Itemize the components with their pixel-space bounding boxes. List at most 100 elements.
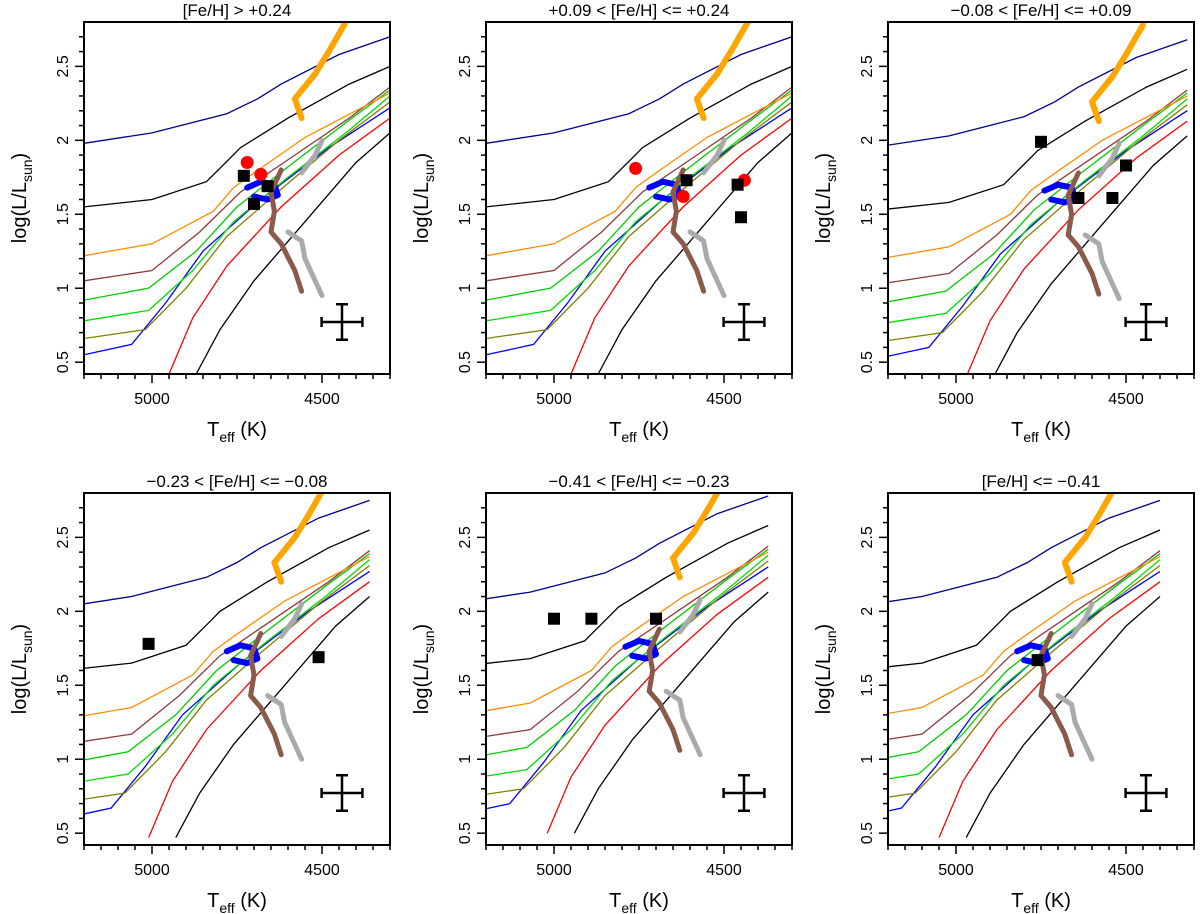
x-tick-label: 5000 xyxy=(938,862,974,879)
isochrone-line xyxy=(888,92,1188,303)
y-tick-label: 2 xyxy=(859,136,876,145)
y-axis-label: log(L/Lsun) xyxy=(9,153,35,243)
isochrone-line xyxy=(486,554,769,777)
error-bar-cross xyxy=(1124,303,1168,341)
data-point-square xyxy=(1120,159,1132,172)
model-tracks xyxy=(486,22,792,374)
x-tick-label: 4500 xyxy=(706,862,742,879)
error-bar-cross xyxy=(1124,774,1168,812)
isochrone-line xyxy=(888,39,1188,146)
track-brown xyxy=(1065,170,1102,297)
data-point-square xyxy=(680,174,693,187)
data-point-square xyxy=(1072,192,1085,204)
y-tick-label: 1 xyxy=(55,755,72,764)
data-point-square xyxy=(261,180,274,193)
data-point-square xyxy=(650,612,662,625)
isochrone-line xyxy=(486,495,769,600)
isochrone-line xyxy=(148,581,370,838)
isochrone-line xyxy=(84,89,390,301)
y-tick-label: 0.5 xyxy=(457,822,474,844)
y-axis-label: log(L/Lsun) xyxy=(813,624,839,714)
model-tracks xyxy=(888,493,1161,838)
x-tick-label: 4500 xyxy=(304,862,340,879)
track-orange xyxy=(693,22,751,122)
isochrone-line xyxy=(888,89,1188,284)
data-point-square xyxy=(142,637,155,650)
isochrone-line xyxy=(486,551,769,712)
y-tick-label: 1.5 xyxy=(859,203,876,225)
y-axis-label: log(L/Lsun) xyxy=(411,624,437,714)
isochrone-line xyxy=(84,107,390,356)
isochrone-line xyxy=(888,559,1161,780)
error-bar-cross xyxy=(320,774,364,812)
track-gray xyxy=(1096,140,1122,179)
track-blue xyxy=(223,642,261,667)
panel-2: +0.09 < [Fe/H] <= +0.24 0.5 1 1.5 2 2.5 5000 45… xyxy=(411,1,793,445)
y-tick-label: 2.5 xyxy=(55,55,72,77)
y-tick-label: 1.5 xyxy=(457,203,474,225)
isochrone-line xyxy=(84,559,371,782)
y-tick-label: 0.5 xyxy=(859,822,876,844)
isochrone-line xyxy=(486,89,792,301)
panel-3: −0.08 < [Fe/H] <= +0.09 0.5 1 1.5 2 2.5 5000 45… xyxy=(813,1,1195,445)
isochrone-line xyxy=(84,65,390,208)
panel-5: −0.41 < [Fe/H] <= −0.23 0.5 1 1.5 2 2.5 5000 45… xyxy=(411,472,793,914)
y-axis-label: log(L/Lsun) xyxy=(813,153,839,243)
x-tick-label: 4500 xyxy=(1108,391,1144,408)
data-point-square xyxy=(735,211,747,224)
isochrone-line xyxy=(486,566,769,810)
isochrone-line xyxy=(84,499,370,605)
isochrone-line xyxy=(888,499,1161,603)
isochrone-line xyxy=(966,120,1188,374)
panel-1: [Fe/H] > +0.24 0.5 1 1.5 2 2.5 5000 4500 Teff (K… xyxy=(9,1,391,445)
y-tick-label: 0.5 xyxy=(859,351,876,373)
panel-title: −0.08 < [Fe/H] <= +0.09 xyxy=(951,1,1132,20)
model-tracks xyxy=(84,493,371,838)
isochrone-line xyxy=(84,529,370,669)
panel-4: −0.23 < [Fe/H] <= −0.08 0.5 1 1.5 2 2.5 5000 45… xyxy=(9,472,391,914)
isochrone-line xyxy=(597,132,792,374)
panel-title: [Fe/H] > +0.24 xyxy=(183,1,292,20)
y-axis-label: log(L/Lsun) xyxy=(411,153,437,243)
data-point-circle xyxy=(629,161,643,175)
isochrone-line xyxy=(486,65,792,208)
panel-title: +0.09 < [Fe/H] <= +0.24 xyxy=(549,1,730,20)
data-point-square xyxy=(1035,135,1047,148)
x-tick-label: 4500 xyxy=(1108,862,1144,879)
x-tick-label: 4500 xyxy=(304,391,340,408)
track-gray xyxy=(701,137,727,176)
y-tick-label: 0.5 xyxy=(55,351,72,373)
isochrone-line xyxy=(573,591,769,834)
track-gray xyxy=(1069,601,1095,639)
y-tick-label: 2 xyxy=(457,136,474,145)
track-orange xyxy=(670,493,721,581)
isochrone-line xyxy=(84,556,370,717)
isochrone-line xyxy=(570,117,792,374)
track-gray xyxy=(285,229,325,299)
isochrone-line xyxy=(84,92,390,257)
isochrone-line xyxy=(888,553,1161,759)
y-tick-label: 2.5 xyxy=(457,55,474,77)
track-brown xyxy=(670,167,707,294)
data-point-circle xyxy=(254,167,268,181)
panel-title: −0.23 < [Fe/H] <= −0.08 xyxy=(147,472,328,491)
track-gray xyxy=(1082,232,1122,302)
track-gray xyxy=(687,229,727,299)
isochrone-line xyxy=(486,524,769,665)
data-point-square xyxy=(1031,654,1044,667)
isochrone-line xyxy=(546,576,769,834)
y-tick-label: 1.5 xyxy=(55,674,72,696)
track-orange xyxy=(291,22,349,122)
x-axis-label: Teff (K) xyxy=(1011,419,1071,445)
track-gray xyxy=(278,601,305,639)
track-gray xyxy=(1055,693,1095,762)
track-orange xyxy=(1061,493,1116,585)
isochrone-line xyxy=(888,570,1161,812)
x-axis-label: Teff (K) xyxy=(207,890,267,914)
panel-6: [Fe/H] <= −0.41 0.5 1 1.5 2 2.5 5000 4500 Teff (… xyxy=(813,472,1195,914)
error-bar-cross xyxy=(722,303,766,341)
track-blue xyxy=(646,178,683,203)
y-tick-label: 2 xyxy=(55,607,72,616)
data-point-square xyxy=(237,169,250,182)
y-tick-label: 2 xyxy=(55,136,72,145)
